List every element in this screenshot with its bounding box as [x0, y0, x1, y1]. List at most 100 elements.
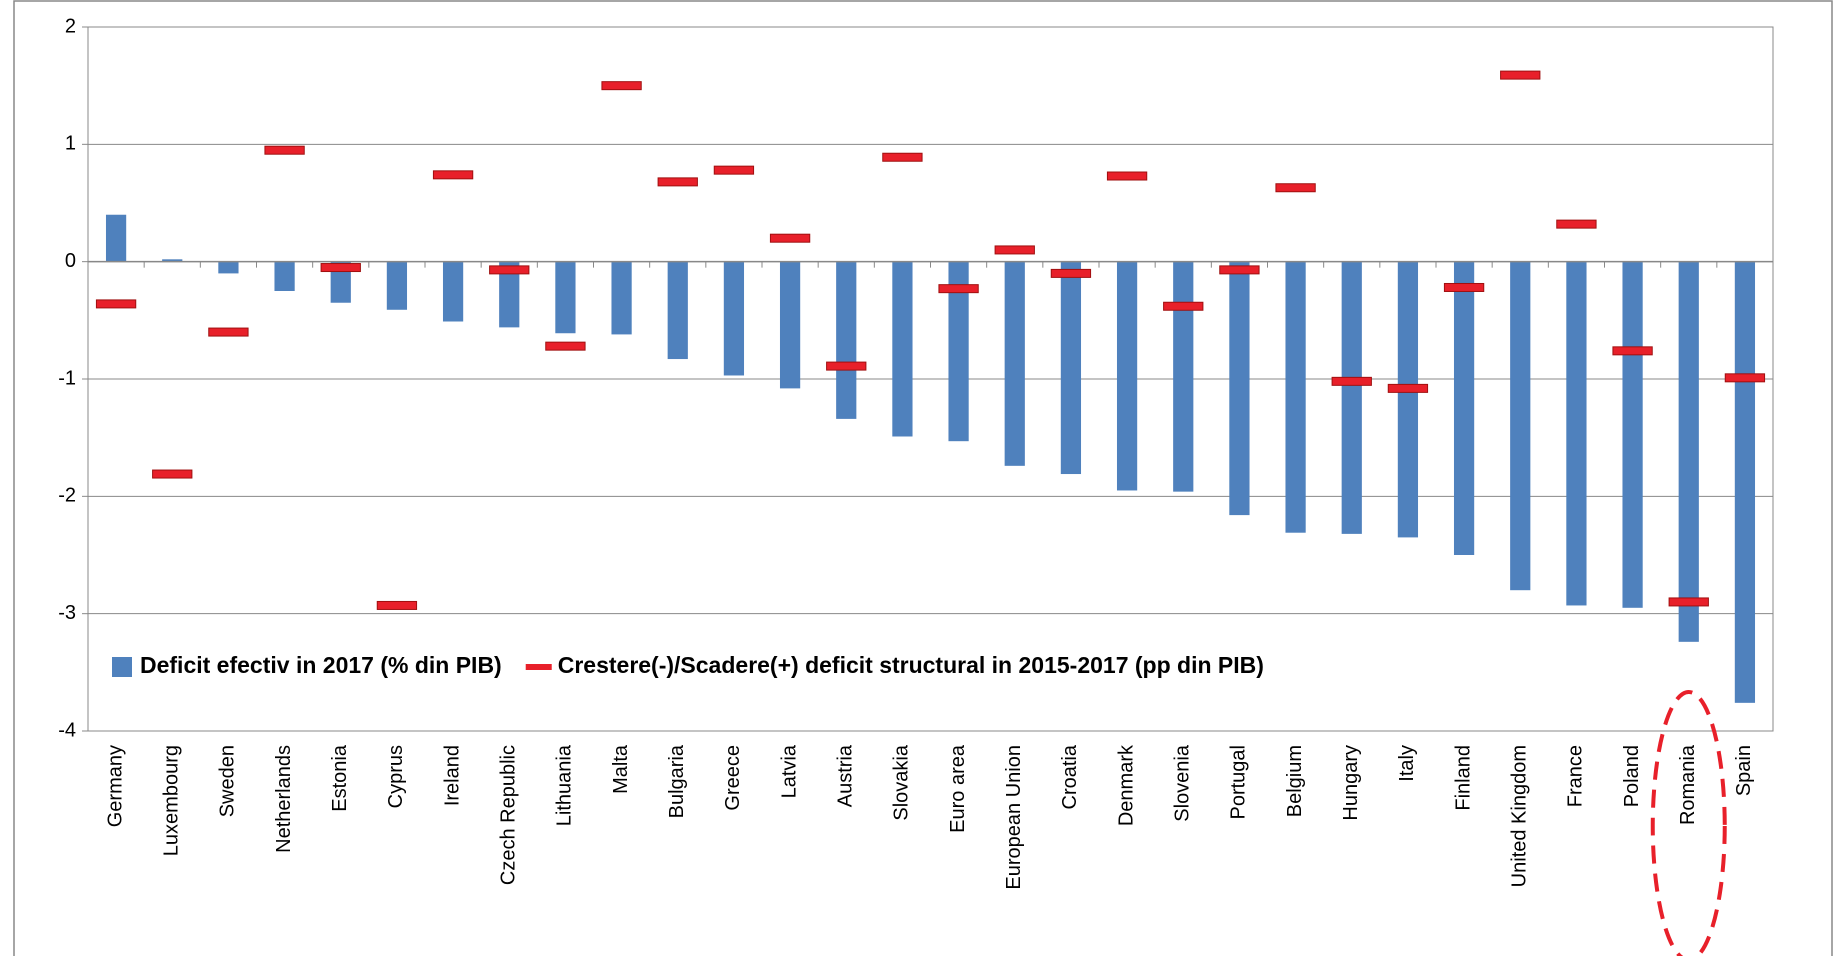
- x-tick-label: Cyprus: [385, 745, 407, 808]
- marker: [1219, 265, 1260, 275]
- bar: [1229, 261, 1250, 516]
- marker: [657, 177, 698, 187]
- x-tick-label: Romania: [1677, 744, 1699, 825]
- x-tick-label: Germany: [104, 745, 126, 827]
- marker: [1500, 70, 1541, 80]
- bar: [1622, 261, 1643, 608]
- bar: [1397, 261, 1419, 538]
- legend-swatch: [525, 664, 552, 670]
- highlight-ellipse: [1650, 690, 1727, 956]
- x-tick-label: Hungary: [1340, 745, 1362, 821]
- x-tick-label: Poland: [1621, 745, 1643, 807]
- x-tick-label: European Union: [1003, 745, 1025, 890]
- marker: [95, 299, 137, 309]
- bar: [386, 261, 408, 310]
- marker: [1163, 301, 1204, 311]
- bar: [723, 261, 745, 376]
- bar: [499, 261, 520, 328]
- bar: [105, 214, 127, 262]
- x-tick-label: Austria: [835, 744, 857, 807]
- x-tick-label: Greece: [722, 745, 744, 811]
- y-tick-label: -3: [58, 602, 76, 624]
- marker: [713, 165, 755, 175]
- x-tick-label: Bulgaria: [666, 744, 688, 818]
- marker: [1331, 376, 1372, 386]
- marker: [432, 170, 474, 180]
- marker: [545, 341, 586, 351]
- x-tick-label: Finland: [1452, 745, 1474, 811]
- bar: [948, 261, 969, 442]
- bar: [892, 261, 913, 437]
- x-tick-label: Belgium: [1284, 745, 1306, 817]
- y-tick-label: 2: [65, 15, 76, 37]
- bar: [1060, 261, 1082, 475]
- x-tick-label: Lithuania: [554, 744, 576, 826]
- marker: [264, 145, 305, 155]
- x-tick-label: Netherlands: [273, 745, 295, 853]
- marker: [882, 152, 923, 162]
- bar: [555, 261, 576, 334]
- bar: [1510, 261, 1531, 591]
- x-tick-label: Denmark: [1115, 744, 1137, 826]
- bar: [218, 261, 239, 274]
- y-tick-label: -1: [58, 367, 76, 389]
- bar: [779, 261, 801, 389]
- x-tick-label: Ireland: [441, 745, 463, 806]
- x-tick-label: Euro area: [947, 744, 969, 833]
- y-tick-label: 1: [65, 133, 76, 155]
- marker: [320, 263, 361, 273]
- bar: [1285, 261, 1306, 533]
- bar: [274, 261, 295, 291]
- x-tick-label: Slovakia: [891, 744, 913, 820]
- x-tick-label: Luxembourg: [161, 745, 183, 856]
- x-tick-label: Portugal: [1228, 745, 1250, 820]
- marker: [1387, 383, 1429, 393]
- bar: [667, 261, 688, 360]
- marker: [601, 81, 642, 91]
- legend-label: Deficit efectiv in 2017 (% din PIB): [140, 652, 502, 678]
- bar: [1734, 261, 1756, 703]
- bar: [1566, 261, 1587, 606]
- y-tick-label: -2: [58, 485, 76, 507]
- bar: [1678, 261, 1699, 642]
- x-tick-label: Malta: [610, 744, 632, 794]
- marker: [376, 600, 418, 610]
- bar: [442, 261, 464, 322]
- x-tick-label: United Kingdom: [1509, 745, 1531, 887]
- bar: [1004, 261, 1025, 466]
- marker: [1724, 373, 1766, 383]
- marker: [1275, 183, 1316, 193]
- y-tick-label: 0: [65, 250, 76, 272]
- legend-label: Crestere(-)/Scadere(+) deficit structura…: [558, 652, 1264, 678]
- marker: [1668, 597, 1709, 607]
- bar: [162, 259, 183, 262]
- x-tick-label: Estonia: [329, 744, 351, 812]
- marker: [826, 361, 867, 371]
- marker: [769, 233, 811, 243]
- bar: [1116, 261, 1138, 491]
- marker: [208, 327, 249, 337]
- x-tick-label: France: [1565, 745, 1587, 807]
- x-tick-label: Latvia: [778, 744, 800, 798]
- x-tick-label: Sweden: [217, 745, 239, 817]
- x-tick-label: Spain: [1733, 745, 1755, 796]
- x-tick-label: Czech Republic: [498, 745, 520, 885]
- bar: [836, 261, 857, 419]
- marker: [1612, 346, 1653, 356]
- x-tick-label: Italy: [1396, 745, 1418, 782]
- legend-swatch: [112, 657, 132, 677]
- marker: [1443, 282, 1485, 292]
- marker: [152, 469, 193, 479]
- marker: [1050, 268, 1092, 278]
- x-tick-label: Slovenia: [1172, 744, 1194, 822]
- marker: [994, 245, 1035, 255]
- x-tick-label: Croatia: [1059, 744, 1081, 809]
- marker: [489, 265, 530, 275]
- bar: [1453, 261, 1475, 555]
- bar: [611, 261, 632, 335]
- marker: [1556, 219, 1597, 229]
- y-tick-label: -4: [58, 719, 76, 741]
- marker: [1106, 171, 1148, 181]
- marker: [938, 284, 979, 294]
